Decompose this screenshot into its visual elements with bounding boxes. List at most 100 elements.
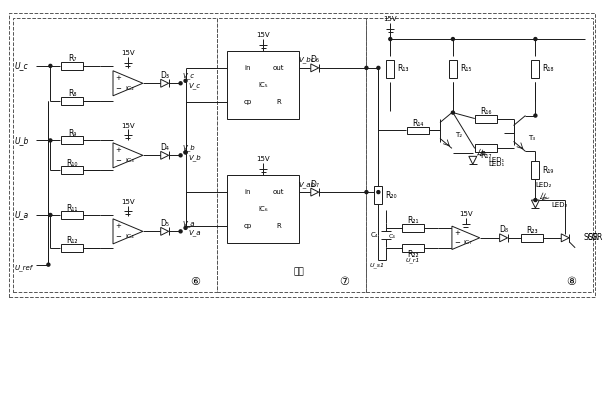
- Polygon shape: [452, 226, 480, 250]
- Text: R₁₆: R₁₆: [480, 107, 491, 116]
- Bar: [531, 161, 540, 179]
- Polygon shape: [113, 143, 143, 168]
- Text: R₁₅: R₁₅: [460, 64, 471, 74]
- Text: U_s1: U_s1: [369, 262, 384, 268]
- Bar: [61, 136, 83, 144]
- Text: R₁₈: R₁₈: [542, 64, 554, 74]
- Text: V_b: V_b: [183, 144, 195, 151]
- Circle shape: [451, 38, 454, 41]
- Text: R₈: R₈: [68, 89, 76, 98]
- Text: R₁₂: R₁₂: [67, 236, 78, 245]
- Polygon shape: [561, 234, 569, 242]
- Text: cp: cp: [243, 223, 252, 229]
- Text: D₅: D₅: [160, 219, 169, 228]
- Text: 清零: 清零: [293, 267, 304, 276]
- Text: SCR: SCR: [583, 233, 598, 242]
- Text: V_a: V_a: [183, 220, 195, 227]
- Text: U_b: U_b: [15, 136, 29, 145]
- Text: R₁₉: R₁₉: [542, 166, 554, 175]
- Bar: [475, 144, 497, 152]
- Text: U_ref: U_ref: [15, 264, 33, 271]
- Bar: [367, 18, 593, 293]
- Text: C₄: C₄: [371, 232, 378, 238]
- Circle shape: [184, 151, 187, 154]
- Text: 15V: 15V: [121, 51, 135, 56]
- Text: −: −: [115, 158, 121, 164]
- Bar: [61, 97, 83, 104]
- Text: −: −: [454, 240, 460, 246]
- Text: ⑥: ⑥: [191, 277, 200, 287]
- Text: R₁₀: R₁₀: [67, 159, 78, 168]
- Text: D₇: D₇: [310, 180, 319, 189]
- Polygon shape: [161, 79, 169, 87]
- Text: V_a: V_a: [189, 229, 201, 236]
- Text: 15V: 15V: [257, 156, 270, 162]
- Bar: [531, 60, 540, 78]
- Circle shape: [377, 66, 380, 69]
- Text: 15V: 15V: [384, 16, 397, 22]
- Text: IC₇: IC₇: [463, 240, 472, 245]
- Text: R₉: R₉: [68, 129, 76, 138]
- Circle shape: [184, 227, 187, 229]
- Text: V_bc: V_bc: [298, 56, 315, 63]
- Bar: [402, 244, 424, 252]
- Text: R₁₇: R₁₇: [480, 151, 491, 160]
- Text: R₂₀: R₂₀: [385, 191, 397, 199]
- Text: LED₁: LED₁: [489, 161, 505, 167]
- Text: V_ab: V_ab: [298, 181, 315, 188]
- Text: IC₂: IC₂: [125, 86, 134, 91]
- Bar: [407, 127, 429, 135]
- Text: V_c: V_c: [183, 72, 195, 79]
- Text: V_b: V_b: [189, 154, 201, 161]
- Text: D₃: D₃: [160, 71, 169, 80]
- Text: 15V: 15V: [121, 122, 135, 128]
- Polygon shape: [161, 151, 169, 159]
- Polygon shape: [113, 71, 143, 96]
- Text: LED₂: LED₂: [551, 202, 567, 208]
- Text: SCR: SCR: [587, 233, 603, 242]
- Text: ⑧: ⑧: [566, 277, 576, 287]
- Circle shape: [49, 214, 52, 217]
- Text: U_a: U_a: [15, 211, 28, 219]
- Circle shape: [47, 263, 50, 266]
- Circle shape: [179, 82, 182, 85]
- Text: D₄: D₄: [160, 143, 169, 152]
- Text: R: R: [276, 223, 281, 229]
- Circle shape: [365, 66, 368, 69]
- Text: LED₂: LED₂: [535, 182, 552, 188]
- Polygon shape: [500, 234, 508, 242]
- Circle shape: [534, 199, 537, 201]
- Text: R₂₂: R₂₂: [407, 250, 419, 259]
- Text: 15V: 15V: [257, 32, 270, 38]
- Text: R₁₃: R₁₃: [397, 64, 409, 74]
- Text: R₂₁: R₂₁: [407, 217, 419, 225]
- Text: T₃: T₃: [528, 135, 535, 141]
- Circle shape: [377, 191, 380, 194]
- Polygon shape: [113, 219, 143, 244]
- Text: +: +: [115, 147, 121, 153]
- Circle shape: [184, 151, 187, 154]
- Bar: [8, 13, 595, 298]
- Text: +: +: [454, 229, 460, 236]
- Circle shape: [389, 38, 392, 41]
- Text: U_c: U_c: [15, 61, 28, 70]
- Circle shape: [49, 139, 52, 142]
- Text: −: −: [115, 86, 121, 92]
- Bar: [449, 60, 457, 78]
- Polygon shape: [311, 64, 319, 72]
- Text: cp: cp: [243, 99, 252, 104]
- Text: U_r1: U_r1: [406, 257, 420, 263]
- Bar: [387, 60, 394, 78]
- Text: −: −: [115, 234, 121, 240]
- Text: IC₄: IC₄: [125, 234, 134, 239]
- Text: 15V: 15V: [459, 211, 473, 217]
- Circle shape: [451, 111, 454, 114]
- Bar: [61, 244, 83, 252]
- Text: R₇: R₇: [68, 54, 76, 64]
- Circle shape: [179, 230, 182, 233]
- Text: in: in: [244, 189, 250, 195]
- Text: ⑦: ⑦: [339, 277, 350, 287]
- Circle shape: [179, 154, 182, 157]
- Text: 15V: 15V: [121, 199, 135, 204]
- Text: V_c: V_c: [189, 82, 201, 89]
